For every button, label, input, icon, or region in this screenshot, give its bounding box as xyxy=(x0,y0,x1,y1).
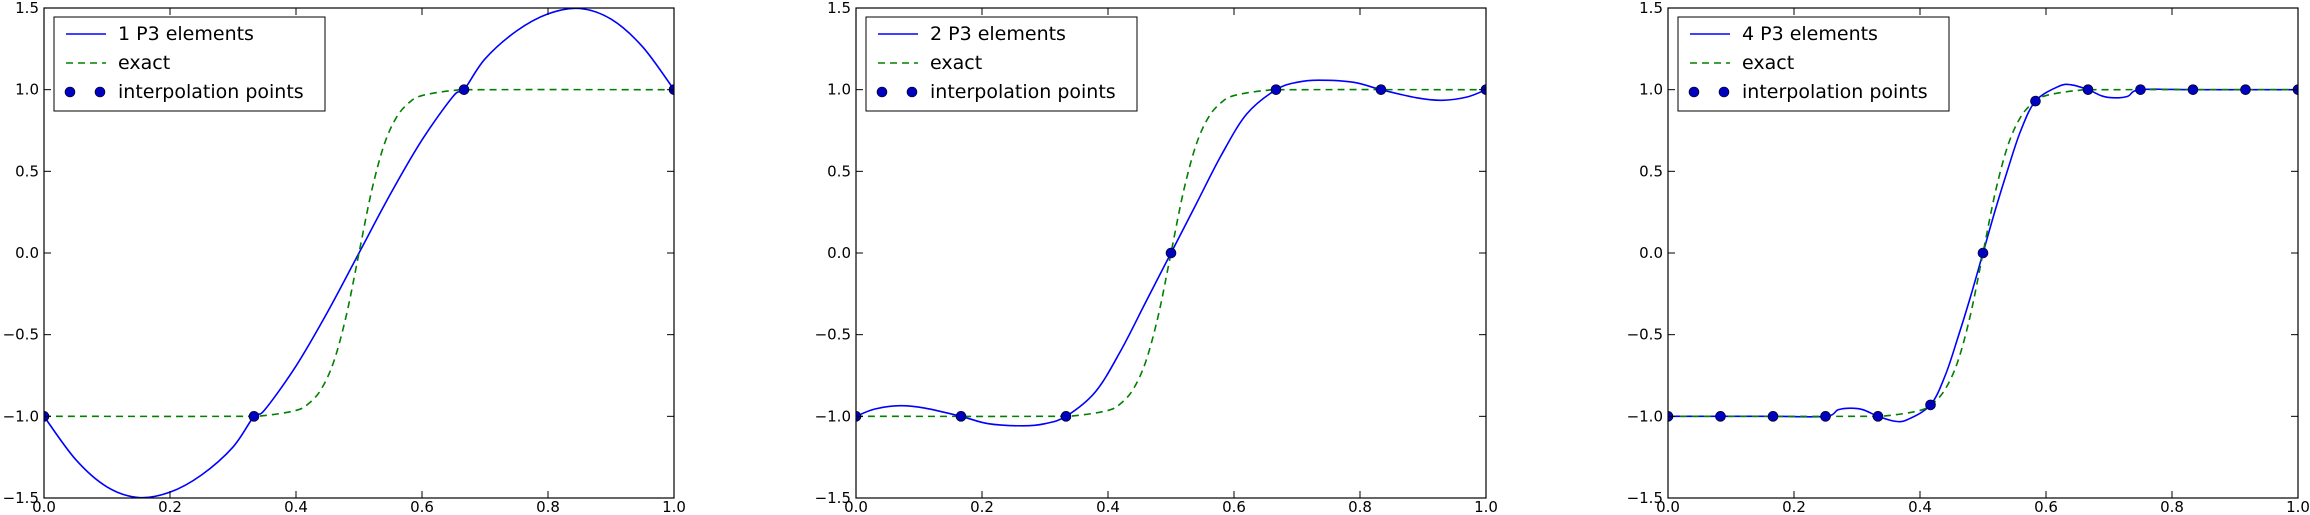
data-point-7 xyxy=(1977,247,1989,259)
plot-area xyxy=(1668,83,2298,423)
x-tick-label: 1.0 xyxy=(662,498,686,515)
y-tick-label: −0.5 xyxy=(3,326,39,344)
x-tick-label: 0.2 xyxy=(158,498,182,515)
chart-panel-3: 0.0 0.2 0.4 0.6 0.8 1.0 −1.5 −1.0 −0.5 0.0 0.5 1.0 1… xyxy=(1627,0,2310,515)
y-tick-label: −1.0 xyxy=(3,407,39,425)
y-tick-label: −1.5 xyxy=(1627,489,1663,507)
data-point-4 xyxy=(1820,411,1831,422)
y-tick-label: −1.0 xyxy=(815,407,851,425)
y-tick-label: 1.5 xyxy=(827,0,851,17)
data-point-5 xyxy=(1270,84,1282,95)
data-point-2 xyxy=(955,411,967,422)
legend-item-1: 1 P3 elements xyxy=(66,23,254,45)
y-tick-label: −1.5 xyxy=(3,489,39,507)
data-point-9 xyxy=(2082,84,2094,95)
approx-line xyxy=(44,8,674,498)
y-tick-label: 1.5 xyxy=(1639,0,1663,17)
legend: 4 P3 elements exact interpolation points xyxy=(1677,16,1950,112)
legend-label: exact xyxy=(930,52,982,74)
y-tick-label: 1.5 xyxy=(15,0,39,17)
exact-line xyxy=(1668,88,2298,418)
legend-label: 1 P3 elements xyxy=(118,23,254,45)
y-tick-label: 0.5 xyxy=(1639,162,1663,180)
x-tick-label: 0.2 xyxy=(1782,498,1806,515)
y-tick-label: −0.5 xyxy=(815,326,851,344)
x-tick-label: 0.6 xyxy=(1222,498,1246,515)
data-point-6 xyxy=(1375,84,1387,95)
legend-item-2: exact xyxy=(878,52,982,74)
y-tick-label: 0.0 xyxy=(15,244,39,262)
legend-item-1: 2 P3 elements xyxy=(878,23,1066,45)
chart-panel-1: 0.0 0.2 0.4 0.6 0.8 1.0 −1.5 −1.0 −0.5 0.0 0.5 1.0 1… xyxy=(3,0,686,515)
y-tick-label: 0.5 xyxy=(827,162,851,180)
legend-marker xyxy=(906,86,918,98)
x-tick-label: 0.4 xyxy=(1096,498,1120,515)
legend-item-3: interpolation points xyxy=(876,81,1116,103)
data-point-8 xyxy=(2030,95,2041,107)
x-tick-label: 0.6 xyxy=(410,498,434,515)
data-point-10 xyxy=(2135,84,2146,95)
legend-item-3: interpolation points xyxy=(64,81,304,103)
x-tick-label: 0.8 xyxy=(2160,498,2184,515)
data-point-2 xyxy=(248,411,260,422)
x-tick-label: 0.8 xyxy=(536,498,560,515)
data-point-3 xyxy=(458,84,470,95)
x-tick-label: 0.6 xyxy=(2034,498,2058,515)
y-tick-label: 0.5 xyxy=(15,162,39,180)
x-tick-label: 0.0 xyxy=(1656,498,1680,515)
y-tick-label: 0.0 xyxy=(1639,244,1663,262)
legend-label: exact xyxy=(118,52,170,74)
y-tick-label: 1.0 xyxy=(827,81,851,99)
legend-label: interpolation points xyxy=(118,81,304,103)
y-tick-label: 1.0 xyxy=(15,81,39,99)
legend-marker xyxy=(876,86,888,98)
y-tick-label: −0.5 xyxy=(1627,326,1663,344)
legend-label: interpolation points xyxy=(930,81,1116,103)
x-tick-label: 0.4 xyxy=(1908,498,1932,515)
data-point-2 xyxy=(1715,411,1726,422)
y-tick-label: −1.5 xyxy=(815,489,851,507)
legend-label: 2 P3 elements xyxy=(930,23,1066,45)
legend-item-2: exact xyxy=(66,52,170,74)
legend-marker xyxy=(94,86,106,98)
legend-marker xyxy=(1688,86,1700,98)
data-point-11 xyxy=(2187,84,2199,95)
x-tick-label: 0.4 xyxy=(284,498,308,515)
plot-area xyxy=(856,79,1486,427)
data-point-12 xyxy=(2240,84,2251,95)
legend-marker xyxy=(64,86,76,98)
y-tick-label: 1.0 xyxy=(1639,81,1663,99)
exact-line xyxy=(44,88,674,418)
legend-label: 4 P3 elements xyxy=(1742,23,1878,45)
legend: 1 P3 elements exact interpolation points xyxy=(53,16,326,112)
legend-item-2: exact xyxy=(1690,52,1794,74)
legend-item-1: 4 P3 elements xyxy=(1690,23,1878,45)
data-point-4 xyxy=(1165,247,1177,259)
legend-marker xyxy=(1718,86,1730,98)
data-point-3 xyxy=(1060,411,1072,422)
data-point-3 xyxy=(1767,411,1779,422)
chart-panel-2: 0.0 0.2 0.4 0.6 0.8 1.0 −1.5 −1.0 −0.5 0.0 0.5 1.0 1… xyxy=(815,0,1498,515)
x-tick-label: 1.0 xyxy=(2286,498,2310,515)
legend-label: exact xyxy=(1742,52,1794,74)
x-tick-label: 0.0 xyxy=(32,498,56,515)
x-tick-label: 0.2 xyxy=(970,498,994,515)
x-tick-label: 0.0 xyxy=(844,498,868,515)
data-point-5 xyxy=(1872,411,1884,422)
x-tick-label: 1.0 xyxy=(1474,498,1498,515)
y-tick-label: −1.0 xyxy=(1627,407,1663,425)
legend: 2 P3 elements exact interpolation points xyxy=(865,16,1138,112)
legend-label: interpolation points xyxy=(1742,81,1928,103)
data-point-6 xyxy=(1925,399,1936,411)
y-tick-label: 0.0 xyxy=(827,244,851,262)
legend-item-3: interpolation points xyxy=(1688,81,1928,103)
x-tick-label: 0.8 xyxy=(1348,498,1372,515)
exact-line xyxy=(856,88,1486,418)
